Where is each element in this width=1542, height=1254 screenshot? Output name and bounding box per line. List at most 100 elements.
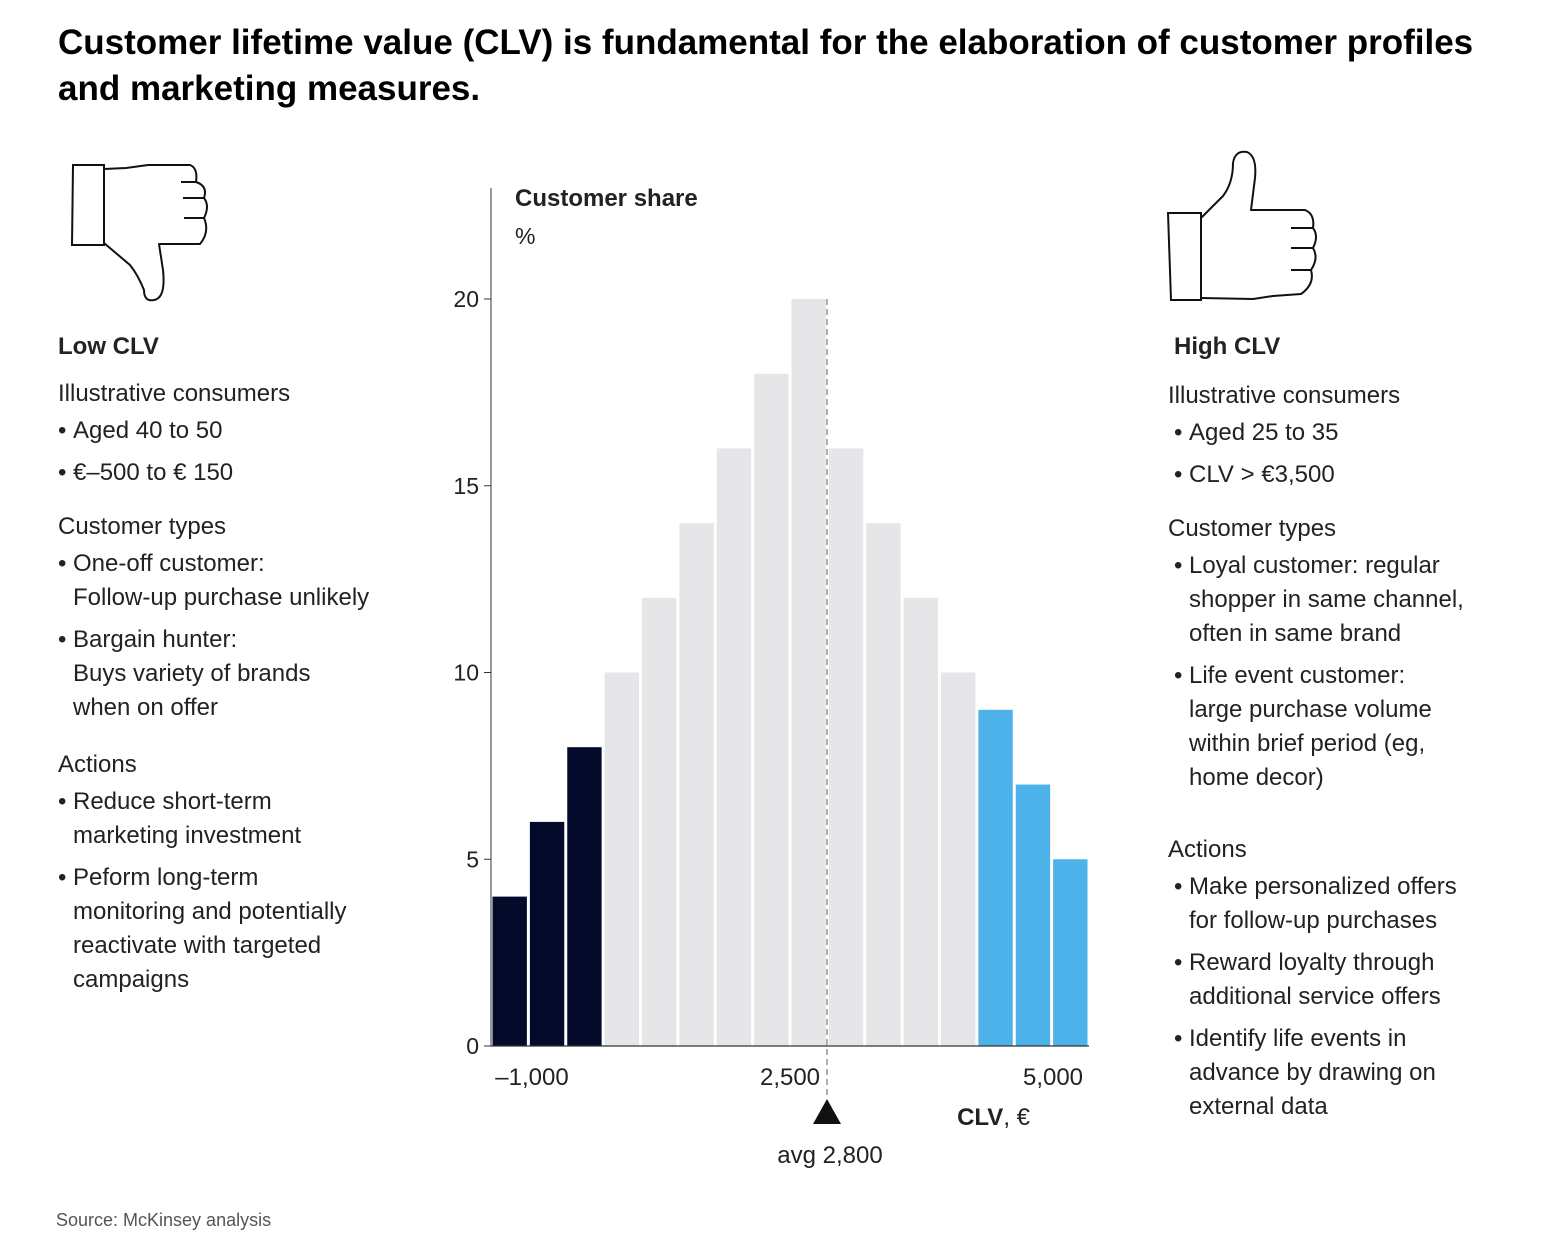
list-item-line: large purchase volume [1189,696,1432,723]
section-heading: Actions [58,751,137,778]
bullet: • [58,459,67,486]
x-tick-label: 5,000 [1023,1064,1083,1091]
bullet: • [1174,1025,1183,1052]
average-label: avg 2,800 [777,1142,882,1169]
average-marker-triangle [813,1099,841,1124]
section-heading: Customer types [1168,515,1337,542]
histogram-bar-high [1015,784,1051,1046]
list-item-line: Reward loyalty through [1189,949,1435,976]
x-axis-title-bold: CLV [957,1104,1003,1131]
list-item: • Make personalized offers for follow-up p… [1174,870,1542,938]
section-heading: Illustrative consumers [1168,382,1401,409]
list-item-line: external data [1189,1093,1328,1120]
list-item: • €–500 to € 150 [58,456,438,490]
histogram-bar-mid [604,672,639,1046]
list-item: • Life event customer: large purchase volu… [1174,659,1542,795]
list-item-line: CLV > €3,500 [1189,461,1335,488]
left-section: Actions • Reduce short-term marketing inves… [58,748,438,997]
histogram-bar-mid [941,672,976,1046]
list-item-line: advance by drawing on [1189,1059,1436,1086]
source-note: Source: McKinsey analysis [56,1210,272,1230]
list-item-line: Life event customer: [1189,662,1406,689]
histogram-bar-low [529,821,565,1046]
histogram-bar-low [567,747,602,1046]
list-item: • Reduce short-term marketing investment [58,785,438,853]
list-item: • CLV > €3,500 [1174,458,1542,492]
y-tick-label: 5 [466,846,479,872]
list-item: • Reward loyalty through additional servic… [1174,946,1542,1014]
histogram-bar-mid [903,597,938,1046]
list-item-line: Buys variety of brands [73,660,311,687]
high-clv-panel: High CLV Illustrative consumers • Aged 25 … [1168,330,1528,1150]
list-item-line: Identify life events in [1189,1025,1407,1052]
section-heading: Customer types [58,513,227,540]
low-clv-heading: Low CLV [58,333,159,360]
list-item-line: monitoring and potentially [73,898,347,925]
low-clv-panel: Low CLV Illustrative consumers • Aged 40 t… [58,330,438,1030]
x-axis-title-unit: , € [1003,1104,1030,1131]
list-item-line: when on offer [73,694,218,721]
bullet: • [1174,552,1183,579]
list-item-line: shopper in same channel, [1189,586,1464,613]
right-section: Actions • Make personalized offers for foll… [1168,833,1542,1124]
section-heading: Illustrative consumers [58,380,291,407]
bullet: • [58,788,67,815]
histogram-bar-mid [866,523,901,1046]
high-clv-heading: High CLV [1174,333,1281,360]
list-item-line: Make personalized offers [1189,873,1457,900]
right-section: Customer types • Loyal customer: regular sh… [1168,512,1542,795]
histogram-bar-mid [754,373,789,1046]
y-tick-label: 15 [453,473,479,499]
x-tick-label: 2,500 [760,1064,820,1091]
right-section: Illustrative consumers • Aged 25 to 35 • CLV… [1168,379,1542,492]
y-tick-label: 20 [453,286,479,312]
x-axis-title: CLV, € [957,1104,1031,1131]
list-item-line: home decor) [1189,764,1324,791]
list-item: • Peform long-term monitoring and potentia… [58,861,438,997]
y-axis-title: Customer share [515,185,698,212]
thumbs-down-icon [70,164,208,302]
bullet: • [1174,662,1183,689]
histogram-bar-high [978,709,1013,1046]
histogram-bar-mid [791,299,826,1046]
list-item-line: Aged 40 to 50 [73,417,223,444]
list-item-line: within brief period (eg, [1189,730,1426,757]
list-item-line: reactivate with targeted [73,932,322,959]
bullet: • [58,417,67,444]
left-section: Customer types • One-off customer: Follow-u… [58,510,438,725]
section-heading: Actions [1168,836,1247,863]
x-tick-label: –1,000 [495,1064,568,1091]
bullet: • [1174,949,1183,976]
thumbs-up-icon [1166,150,1317,301]
list-item-line: campaigns [73,966,190,993]
list-item-line: One-off customer: [73,550,265,577]
list-item-line: Peform long-term [73,864,259,891]
list-item-line: often in same brand [1189,620,1402,647]
list-item-line: for follow-up purchases [1189,907,1438,934]
list-item-line: Bargain hunter: [73,626,238,653]
bullet: • [1174,419,1183,446]
list-item-line: Aged 25 to 35 [1189,419,1339,446]
y-axis-unit: % [515,223,535,249]
list-item: • One-off customer: Follow-up purchase unl… [58,547,438,615]
bullet: • [58,864,67,891]
histogram-bar-high [1053,859,1088,1046]
list-item-line: additional service offers [1189,983,1441,1010]
list-item: • Identify life events in advance by drawi… [1174,1022,1542,1124]
histogram-bar-mid [679,523,714,1046]
left-section: Illustrative consumers • Aged 40 to 50 • €–5… [58,377,438,490]
bullet: • [1174,461,1183,488]
list-item: • Loyal customer: regular shopper in same … [1174,549,1542,651]
list-item-line: Reduce short-term [73,788,272,815]
bullet: • [58,550,67,577]
list-item-line: marketing investment [73,822,302,849]
list-item-line: Loyal customer: regular [1189,552,1440,579]
list-item: • Bargain hunter: Buys variety of brands wh… [58,623,438,725]
list-item: • Aged 40 to 50 [58,414,438,448]
list-item-line: €–500 to € 150 [73,459,234,486]
page-title: Customer lifetime value (CLV) is fundame… [58,23,1474,108]
histogram-bar-mid [716,448,752,1046]
histogram-bar-low [492,896,527,1046]
